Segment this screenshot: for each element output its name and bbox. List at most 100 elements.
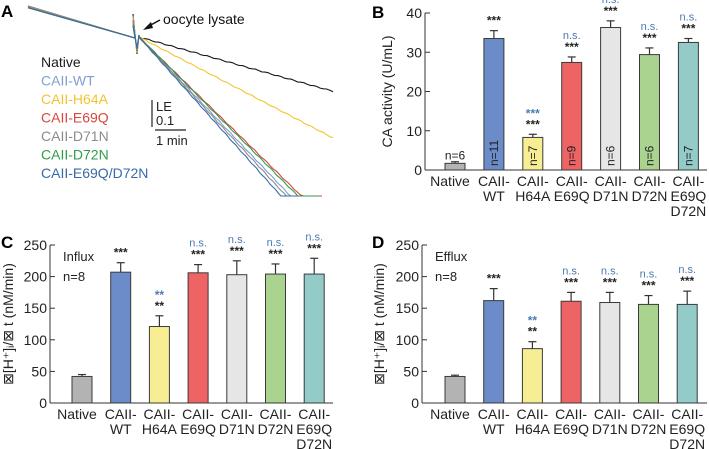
- legend-item: CAII-E69Q/D72N: [41, 165, 148, 181]
- n-label: n=11: [487, 140, 501, 166]
- x-tick-label: D72N: [671, 203, 707, 219]
- significance-label: ***: [191, 248, 205, 262]
- significance-label: ***: [565, 40, 579, 54]
- bar: [639, 54, 660, 171]
- bar: [148, 326, 170, 404]
- y-tick-label: 50: [31, 363, 47, 379]
- n-label: n=9: [565, 145, 579, 166]
- panel-b: B 0 10 20 30 40 CA activity (U/mL) n=6 Native n=1…: [372, 0, 707, 219]
- bar: [676, 303, 698, 404]
- x-tick-label: CAII-: [555, 406, 587, 422]
- significance-label: **: [155, 299, 165, 313]
- bar: [483, 38, 505, 171]
- significance-label-vs-wt: n.s.: [563, 30, 581, 42]
- trace-line: [27, 6, 334, 139]
- x-tick-label: CAII-: [595, 173, 627, 189]
- x-tick-label: H64A: [515, 188, 551, 204]
- significance-label: ***: [564, 275, 578, 289]
- scale-y-label: LE: [156, 99, 172, 114]
- significance-label-vs-wt: **: [528, 314, 538, 328]
- significance-label: ***: [604, 4, 618, 18]
- y-tick-label: 10: [406, 123, 422, 139]
- x-tick-label: D72N: [669, 436, 705, 449]
- y-tick-label: 200: [396, 269, 420, 285]
- significance-label: ***: [487, 14, 501, 28]
- x-tick-label: CAII-: [516, 406, 548, 422]
- x-tick-label: E69Q: [553, 421, 589, 437]
- x-tick-label: CAII-: [221, 406, 253, 422]
- significance-label: ***: [603, 275, 617, 289]
- y-tick-label: 40: [406, 5, 422, 21]
- y-tick-label: 100: [24, 332, 48, 348]
- n-label: n=6: [604, 145, 618, 166]
- panel-letter-b: B: [372, 3, 384, 22]
- legend-item: CAII-D72N: [41, 147, 109, 163]
- x-tick-label: E69Q: [554, 188, 590, 204]
- panel-note: n=8: [63, 269, 85, 284]
- y-axis-label: ⊠[H⁺]ᵢ/⊠ t (nM/min): [371, 263, 387, 385]
- x-tick-label: H64A: [515, 421, 551, 437]
- y-tick-label: 250: [24, 237, 48, 253]
- panel-letter-c: C: [1, 233, 13, 252]
- n-label: n=6: [643, 145, 657, 166]
- x-tick-label: E69Q: [180, 421, 216, 437]
- y-tick-label: 200: [24, 269, 48, 285]
- bar: [599, 302, 621, 404]
- significance-label-vs-wt: n.s.: [602, 0, 620, 6]
- significance-label: ***: [642, 31, 656, 45]
- bar: [444, 162, 466, 171]
- x-tick-label: CAII-: [260, 406, 292, 422]
- bar: [561, 61, 583, 171]
- x-tick-label: CAII-: [517, 173, 549, 189]
- panel-note: n=8: [435, 269, 457, 284]
- x-tick-label: E69Q: [296, 421, 332, 437]
- significance-label-vs-wt: n.s.: [305, 231, 323, 243]
- n-label: n=6: [445, 148, 466, 162]
- bar: [600, 27, 622, 171]
- scale-bar: LE 0.1 1 min: [151, 99, 188, 148]
- significance-label: ***: [641, 279, 655, 293]
- x-tick-label: CAII-: [105, 406, 137, 422]
- significance-label-vs-wt: n.s.: [680, 12, 698, 24]
- y-tick-label: 20: [406, 84, 422, 100]
- significance-label: ***: [680, 274, 694, 288]
- y-tick-label: 100: [396, 332, 420, 348]
- legend-a: Native CAII-WT CAII-H64A CAII-E69Q CAII-D71N…: [41, 54, 148, 181]
- bar: [71, 375, 93, 404]
- x-tick-label: CAII-: [671, 406, 703, 422]
- x-tick-label: Native: [430, 406, 470, 422]
- significance-label-vs-wt: n.s.: [267, 237, 285, 249]
- x-tick-label: D72N: [632, 188, 668, 204]
- significance-label: ***: [681, 22, 695, 36]
- significance-label-vs-wt: n.s.: [678, 264, 696, 276]
- significance-label: ***: [307, 241, 321, 255]
- significance-label-vs-wt: ***: [526, 106, 540, 120]
- significance-label-vs-wt: n.s.: [640, 269, 658, 281]
- legend-item: CAII-WT: [41, 73, 95, 89]
- x-tick-label: D71N: [592, 421, 628, 437]
- x-tick-label: WT: [110, 421, 132, 437]
- panel-letter-d: D: [372, 233, 384, 252]
- bar: [483, 300, 505, 404]
- legend-item: Native: [41, 54, 81, 70]
- y-tick-label: 0: [414, 162, 422, 178]
- y-tick-label: 30: [406, 44, 422, 60]
- bar: [265, 273, 286, 404]
- significance-label: **: [528, 325, 538, 339]
- y-tick-label: 150: [24, 300, 48, 316]
- n-label: n=7: [526, 145, 540, 166]
- bar: [187, 272, 209, 404]
- x-tick-label: D72N: [631, 421, 667, 437]
- panel-c: C 0 50 100 150 200 250 ⊠[H⁺]ᵢ/⊠ t (nM/min) Influ…: [0, 231, 333, 449]
- trace-line: [27, 7, 300, 197]
- scale-y-value: 0.1: [156, 113, 174, 128]
- y-tick-label: 50: [403, 363, 419, 379]
- bar: [677, 41, 699, 171]
- legend-item: CAII-E69Q: [41, 110, 109, 126]
- panel-note: Efflux: [435, 249, 468, 264]
- y-tick-label: 0: [39, 395, 47, 411]
- x-tick-label: D72N: [296, 436, 332, 449]
- x-tick-label: D72N: [258, 421, 294, 437]
- x-tick-label: WT: [483, 188, 505, 204]
